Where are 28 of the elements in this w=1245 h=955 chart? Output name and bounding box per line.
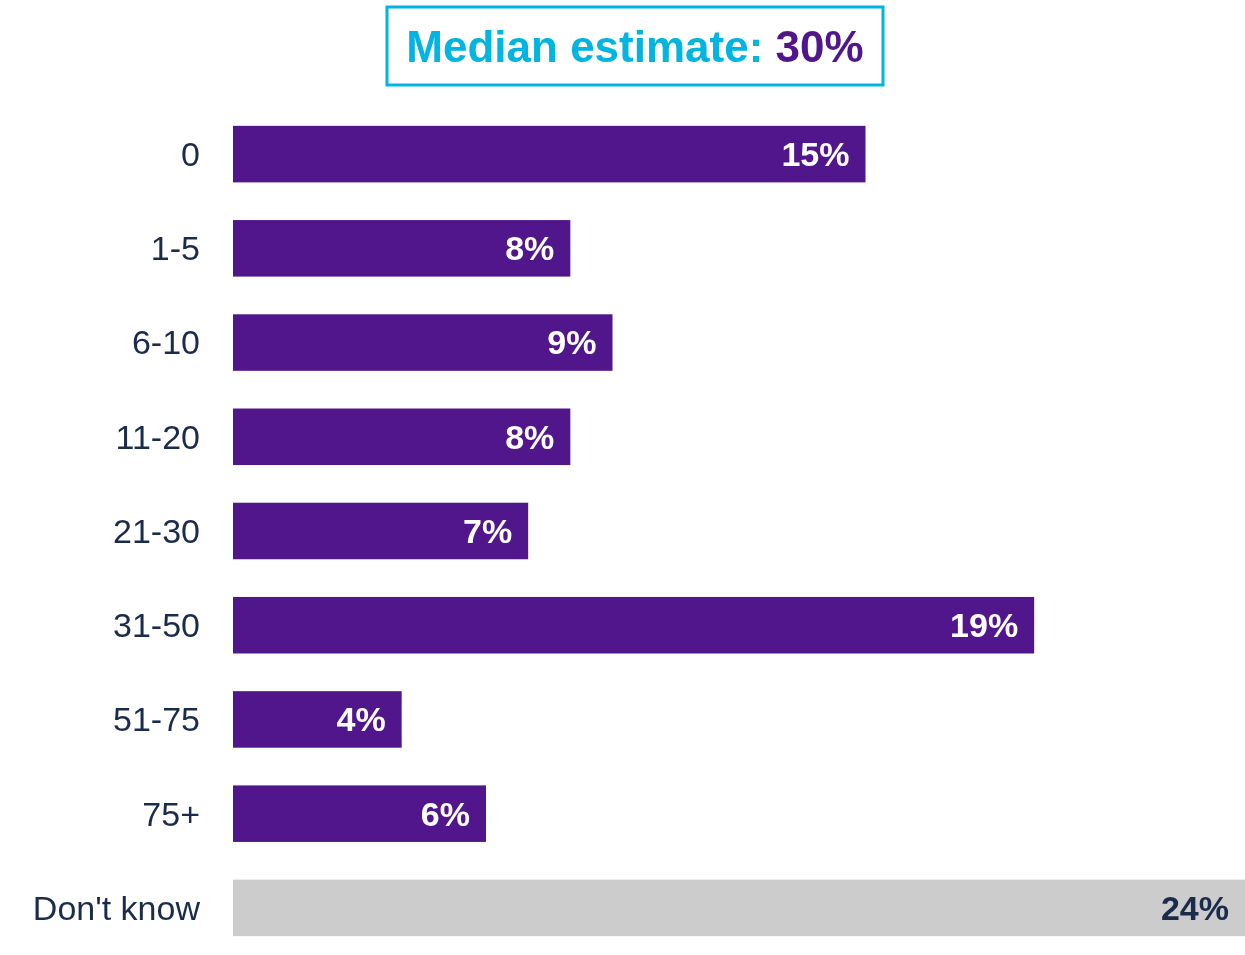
data-label: 7% xyxy=(463,511,513,550)
y-tick-label: 31-50 xyxy=(113,606,200,645)
data-label: 6% xyxy=(420,794,470,833)
y-tick-label: Don't know xyxy=(32,888,201,927)
bar xyxy=(233,220,571,277)
data-label: 4% xyxy=(336,700,386,739)
y-tick-label: 21-30 xyxy=(113,511,200,550)
y-tick-label: 1-5 xyxy=(150,229,200,268)
data-label: 19% xyxy=(950,606,1019,645)
data-label: 15% xyxy=(781,135,850,174)
bar xyxy=(233,125,866,183)
data-label: 24% xyxy=(1160,888,1229,927)
y-tick-label: 51-75 xyxy=(113,700,200,739)
bar xyxy=(233,785,486,842)
bar xyxy=(233,502,529,560)
chart-title: Median estimate: 30% xyxy=(406,22,864,72)
data-label: 8% xyxy=(505,229,555,268)
bar xyxy=(233,596,1035,654)
y-tick-label: 6-10 xyxy=(131,323,200,362)
y-tick-label: 75+ xyxy=(142,794,200,833)
data-label: 9% xyxy=(547,323,597,362)
bar xyxy=(233,879,1245,937)
y-tick-label: 11-20 xyxy=(115,417,200,456)
data-label: 8% xyxy=(505,417,555,456)
bar xyxy=(233,408,571,466)
bar xyxy=(233,314,613,371)
y-tick-label: 0 xyxy=(181,135,200,174)
bar xyxy=(233,691,402,748)
